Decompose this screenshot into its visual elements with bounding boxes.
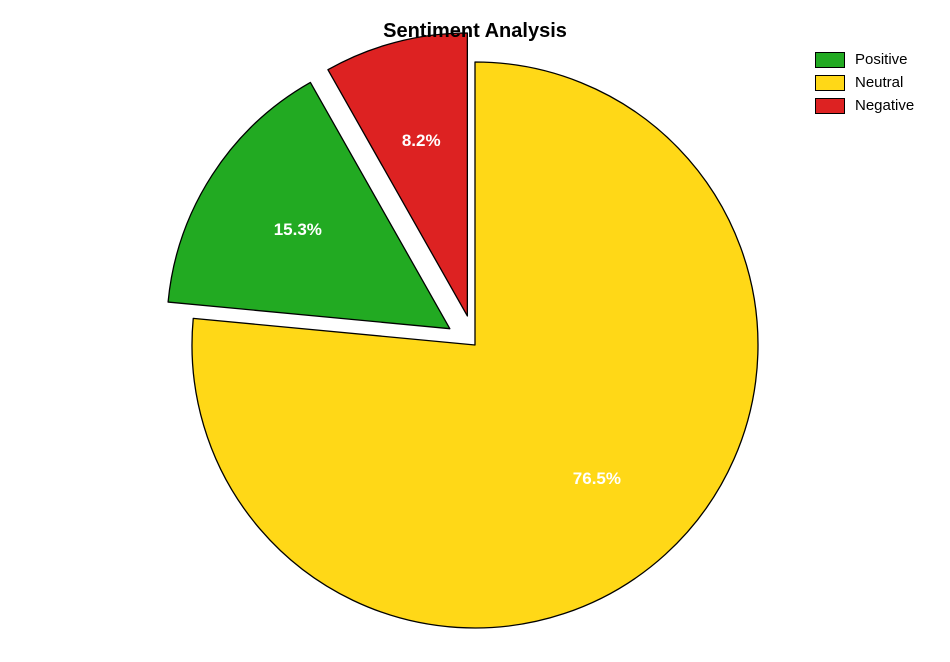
legend-swatch-neutral — [815, 75, 845, 91]
legend-label: Positive — [855, 51, 908, 68]
legend-swatch-negative — [815, 98, 845, 114]
pie-slice-label-positive: 15.3% — [274, 220, 322, 240]
legend-label: Negative — [855, 97, 914, 114]
legend-swatch-positive — [815, 52, 845, 68]
chart-legend: Positive Neutral Negative — [815, 48, 914, 117]
legend-label: Neutral — [855, 74, 903, 91]
legend-item-negative: Negative — [815, 94, 914, 117]
sentiment-pie-chart — [0, 0, 950, 662]
pie-slice-label-neutral: 76.5% — [573, 469, 621, 489]
chart-title: Sentiment Analysis — [0, 20, 950, 43]
legend-item-positive: Positive — [815, 48, 914, 71]
legend-item-neutral: Neutral — [815, 71, 914, 94]
pie-slice-label-negative: 8.2% — [402, 131, 441, 151]
